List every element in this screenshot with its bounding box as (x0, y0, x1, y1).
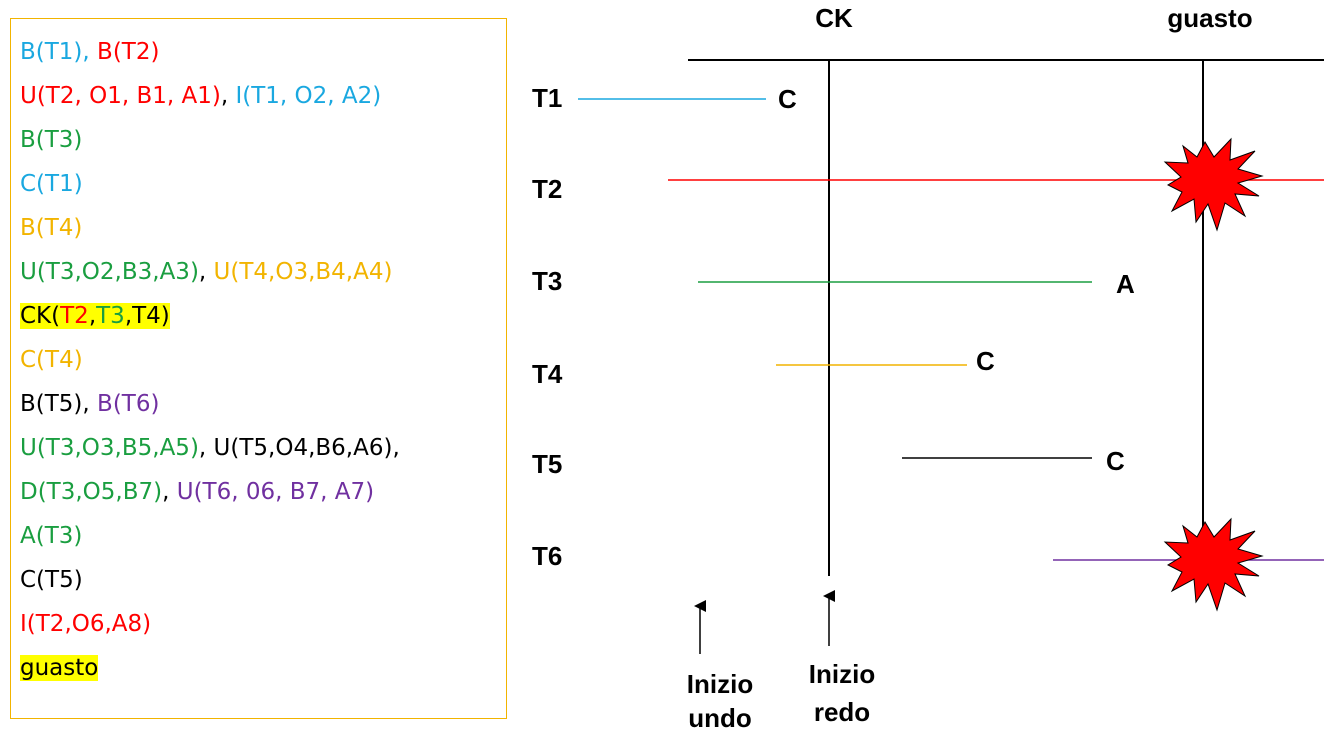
end-label-t3: A (1116, 269, 1135, 299)
log-entry: CK(T2,T3,T4) (20, 301, 170, 331)
checkpoint-label: CK (815, 3, 853, 33)
log-entry-segment: CK( (20, 303, 61, 329)
log-entry-segment: U(T2, O1, B1, A1) (20, 83, 221, 109)
transaction-label-t2: T2 (532, 174, 562, 204)
log-entry-segment: B(T1) (20, 39, 83, 65)
end-label-t4: C (976, 346, 995, 376)
log-entry: B(T5), B(T6) (20, 389, 159, 419)
log-entry-segment: D(T3,O5,B7) (20, 479, 163, 505)
log-entry: U(T2, O1, B1, A1), I(T1, O2, A2) (20, 81, 381, 111)
log-entry: U(T3,O2,B3,A3), U(T4,O3,B4,A4) (20, 257, 392, 287)
log-entry-segment: B(T6) (97, 391, 160, 417)
log-entry-segment: guasto (20, 655, 99, 681)
log-entry-segment: I(T1, O2, A2) (235, 83, 382, 109)
log-entry-segment: T3 (96, 303, 125, 329)
log-entry-segment: B(T3) (20, 127, 83, 153)
log-entry: I(T2,O6,A8) (20, 609, 151, 639)
log-entry: B(T4) (20, 213, 82, 243)
log-entry: A(T3) (20, 521, 82, 551)
log-entry: D(T3,O5,B7), U(T6, 06, B7, A7) (20, 477, 374, 507)
transaction-label-t6: T6 (532, 541, 562, 571)
log-entry-segment: U(T3,O2,B3,A3) (20, 259, 199, 285)
log-entry-segment: U(T4,O3,B4,A4) (213, 259, 393, 285)
log-entry: C(T1) (20, 169, 83, 199)
log-entry-segment: U(T3,O3,B5,A5) (20, 435, 199, 461)
redo-start-label-line1: Inizio (809, 659, 875, 689)
log-entry-segment: B(T4) (20, 215, 83, 241)
transaction-label-t1: T1 (532, 83, 562, 113)
log-entry: B(T1), B(T2) (20, 37, 159, 67)
transaction-label-t4: T4 (532, 359, 563, 389)
log-entry-segment: C(T5) (20, 567, 83, 593)
log-entry: C(T4) (20, 345, 83, 375)
transaction-label-t3: T3 (532, 266, 562, 296)
end-label-t1: C (778, 84, 797, 114)
log-entry-segment: B(T5) (20, 391, 83, 417)
log-entry: U(T3,O3,B5,A5), U(T5,O4,B6,A6), (20, 433, 400, 463)
log-entry-segment: U(T5,O4,B6,A6), (213, 435, 400, 461)
log-entry: C(T5) (20, 565, 83, 595)
log-entry-segment: U(T6, 06, B7, A7) (176, 479, 375, 505)
log-entry-segment: , (220, 83, 236, 109)
log-entry-segment: B(T2) (97, 39, 160, 65)
log-entry-segment: , (198, 435, 214, 461)
log-entry: B(T3) (20, 125, 82, 155)
transaction-label-t5: T5 (532, 449, 562, 479)
log-entry-segment: A(T3) (20, 523, 83, 549)
log-entry-segment: ,T4) (124, 303, 170, 329)
log-entry-segment: I(T2,O6,A8) (20, 611, 152, 637)
failure-label: guasto (1167, 3, 1252, 33)
log-entry-segment: , (162, 479, 177, 505)
log-entry-segment: , (82, 39, 98, 65)
log-entry-segment: C(T4) (20, 347, 83, 373)
undo-start-label-line1: Inizio (687, 669, 753, 699)
log-panel: B(T1), B(T2) U(T2, O1, B1, A1), I(T1, O2,… (10, 18, 507, 719)
redo-start-label-line2: redo (814, 697, 870, 727)
undo-start-label-line2: undo (688, 703, 752, 733)
log-entry-segment: , (198, 259, 214, 285)
failure-burst-icon (1163, 517, 1264, 612)
log-entry-segment: T2 (60, 303, 89, 329)
failure-burst-icon (1163, 137, 1264, 232)
log-entry-segment: , (82, 391, 98, 417)
log-entry: guasto (20, 653, 99, 683)
end-label-t5: C (1106, 446, 1125, 476)
log-entry-segment: , (88, 303, 97, 329)
log-entry-segment: C(T1) (20, 171, 83, 197)
